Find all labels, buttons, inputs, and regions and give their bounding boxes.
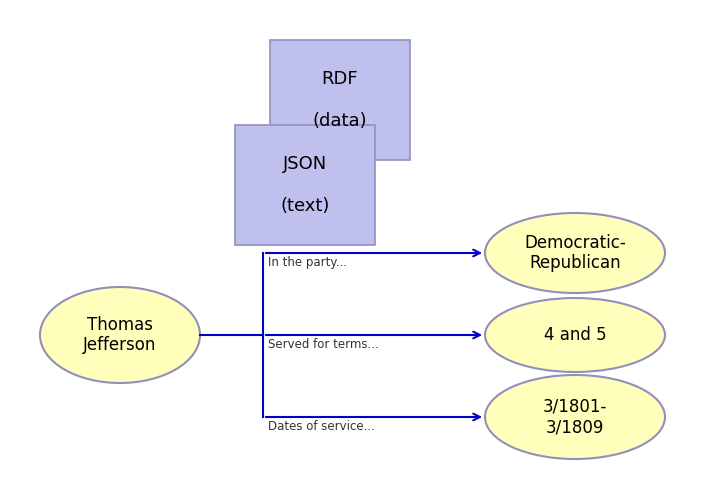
Text: RDF

(data): RDF (data) — [312, 70, 367, 130]
Text: Served for terms...: Served for terms... — [268, 338, 379, 351]
FancyBboxPatch shape — [235, 125, 375, 245]
Text: 3/1801-
3/1809: 3/1801- 3/1809 — [543, 398, 607, 436]
Text: In the party...: In the party... — [268, 256, 347, 269]
Text: 4 and 5: 4 and 5 — [543, 326, 607, 344]
Ellipse shape — [40, 287, 200, 383]
Ellipse shape — [485, 375, 665, 459]
Text: Thomas
Jefferson: Thomas Jefferson — [84, 316, 157, 354]
FancyBboxPatch shape — [270, 40, 410, 160]
Text: Democratic-
Republican: Democratic- Republican — [524, 234, 626, 273]
Ellipse shape — [485, 298, 665, 372]
Text: JSON

(text): JSON (text) — [280, 155, 330, 215]
Text: Dates of service...: Dates of service... — [268, 420, 375, 433]
Ellipse shape — [485, 213, 665, 293]
